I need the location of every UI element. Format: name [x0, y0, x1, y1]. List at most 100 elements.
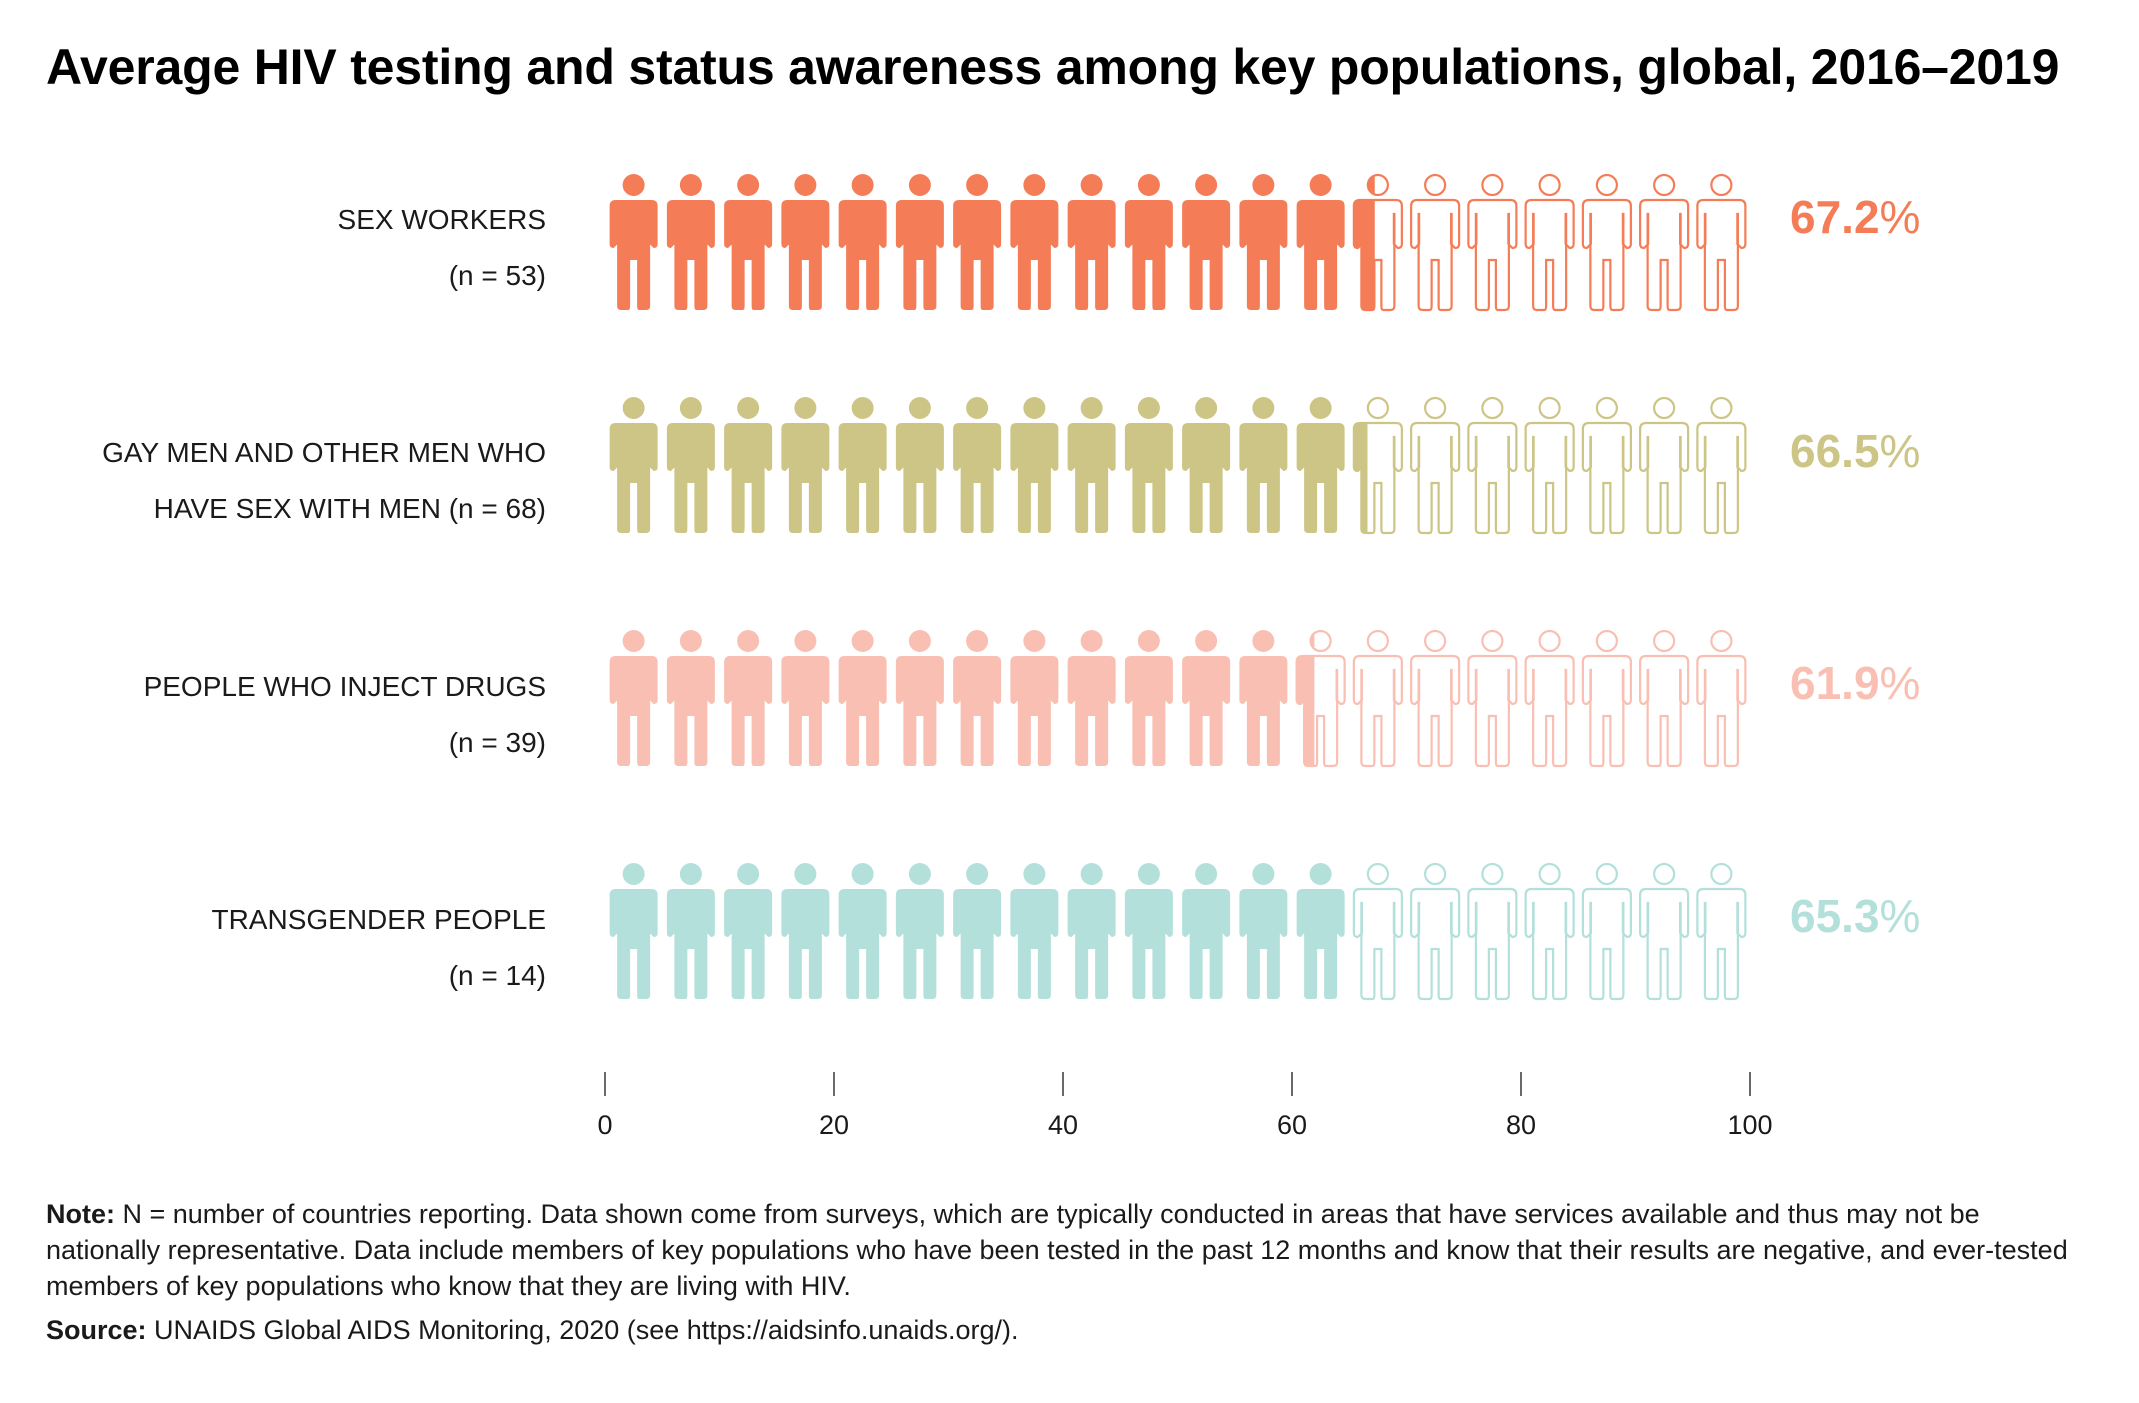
value-label-gay-men: 66.5%: [1790, 424, 1920, 478]
x-tick-label: 20: [818, 1110, 850, 1140]
person-icon-filled: [666, 863, 715, 999]
note: Note: N = number of countries reporting.…: [46, 1196, 2096, 1304]
percent-sign: %: [1879, 657, 1921, 709]
person-icon-outline: [1639, 396, 1690, 535]
person-icon-filled: [1239, 630, 1288, 766]
person-icon-filled: [838, 863, 887, 999]
value-number: 66.5: [1790, 425, 1880, 477]
person-icon-filled: [895, 863, 944, 999]
person-icon-filled: [1010, 630, 1059, 766]
person-icon-filled: [953, 174, 1002, 310]
note-text: N = number of countries reporting. Data …: [46, 1199, 2068, 1301]
person-icon-filled: [1296, 863, 1345, 999]
row-label-line2: (n = 39): [448, 727, 546, 758]
person-icon-filled: [781, 174, 830, 310]
pictogram-row: [609, 173, 1747, 312]
pictogram-row: [609, 629, 1747, 768]
person-icon-filled: [724, 397, 773, 533]
person-icon-outline: [1696, 862, 1747, 1001]
value-label-people-who-inject-drugs: 61.9%: [1790, 656, 1920, 710]
person-icon-filled: [1353, 404, 1368, 533]
row-label-people-who-inject-drugs: PEOPLE WHO INJECT DRUGS (n = 39): [0, 659, 546, 771]
chart-title: Average HIV testing and status awareness…: [46, 39, 2060, 95]
pictogram-row: [609, 396, 1747, 535]
person-icon-filled: [666, 630, 715, 766]
person-icon-filled: [895, 630, 944, 766]
person-icon-filled: [724, 630, 773, 766]
source: Source: UNAIDS Global AIDS Monitoring, 2…: [46, 1312, 2096, 1348]
value-number: 65.3: [1790, 890, 1880, 942]
pictogram-row: [609, 862, 1747, 1001]
person-icon-filled: [666, 397, 715, 533]
note-label: Note:: [46, 1199, 115, 1229]
person-icon-filled: [838, 397, 887, 533]
person-icon-outline: [1467, 396, 1518, 535]
source-text: UNAIDS Global AIDS Monitoring, 2020 (see…: [146, 1315, 1019, 1345]
person-icon-filled: [1124, 174, 1173, 310]
person-icon-filled: [1239, 174, 1288, 310]
pictogram-chart: [604, 173, 1751, 1096]
person-icon-filled: [953, 397, 1002, 533]
person-icon-filled: [1353, 174, 1375, 310]
person-icon-filled: [1067, 863, 1116, 999]
x-tick-label: 100: [1727, 1110, 1773, 1140]
person-icon-filled: [1067, 397, 1116, 533]
person-icon-filled: [1010, 397, 1059, 533]
person-icon-outline: [1524, 862, 1575, 1001]
row-label-line1: GAY MEN AND OTHER MEN WHO: [102, 437, 546, 468]
person-icon-outline: [1581, 173, 1632, 312]
person-icon-filled: [1239, 397, 1288, 533]
person-icon-filled: [1067, 630, 1116, 766]
row-label-line1: PEOPLE WHO INJECT DRUGS: [143, 671, 546, 702]
person-icon-outline: [1696, 629, 1747, 768]
person-icon-filled: [1353, 890, 1355, 937]
row-label-line2: HAVE SEX WITH MEN (n = 68): [153, 493, 546, 524]
person-icon-filled: [953, 863, 1002, 999]
person-icon-outline: [1581, 629, 1632, 768]
person-icon-filled: [1124, 630, 1173, 766]
person-icon-outline: [1352, 862, 1403, 1001]
person-icon-filled: [1296, 174, 1345, 310]
percent-sign: %: [1879, 191, 1921, 243]
person-icon-filled: [895, 397, 944, 533]
value-number: 67.2: [1790, 191, 1880, 243]
person-icon-filled: [609, 630, 658, 766]
person-icon-filled: [895, 174, 944, 310]
person-icon-outline: [1410, 173, 1461, 312]
person-icon-filled: [724, 863, 773, 999]
x-axis: [604, 1072, 1751, 1096]
person-icon-filled: [1182, 630, 1231, 766]
person-icon-filled: [1010, 174, 1059, 310]
person-icon-filled: [609, 174, 658, 310]
person-icon-outline: [1581, 862, 1632, 1001]
person-icon-filled: [781, 630, 830, 766]
icons-layer: [609, 173, 1747, 1001]
x-tick-label: 60: [1276, 1110, 1308, 1140]
person-icon-outline: [1639, 629, 1690, 768]
person-icon-filled: [1296, 397, 1345, 533]
person-icon-outline: [1410, 862, 1461, 1001]
person-icon-filled: [1296, 631, 1315, 766]
person-icon-filled: [781, 397, 830, 533]
person-icon-outline: [1524, 629, 1575, 768]
person-icon-outline: [1581, 396, 1632, 535]
person-icon-filled: [666, 174, 715, 310]
person-icon-filled: [838, 630, 887, 766]
value-label-transgender-people: 65.3%: [1790, 889, 1920, 943]
person-icon-filled: [1124, 397, 1173, 533]
row-label-line1: SEX WORKERS: [337, 204, 546, 235]
value-number: 61.9: [1790, 657, 1880, 709]
row-label-gay-men: GAY MEN AND OTHER MEN WHO HAVE SEX WITH …: [0, 425, 546, 537]
person-icon-outline: [1639, 173, 1690, 312]
x-tick-label: 0: [597, 1110, 613, 1140]
person-icon-filled: [1239, 863, 1288, 999]
person-icon-outline: [1410, 396, 1461, 535]
person-icon-filled: [1010, 863, 1059, 999]
person-icon-filled: [1182, 174, 1231, 310]
person-icon-filled: [1124, 863, 1173, 999]
row-label-line1: TRANSGENDER PEOPLE: [211, 904, 546, 935]
person-icon-outline: [1696, 396, 1747, 535]
person-icon-outline: [1352, 629, 1403, 768]
percent-sign: %: [1879, 890, 1921, 942]
person-icon-outline: [1467, 173, 1518, 312]
